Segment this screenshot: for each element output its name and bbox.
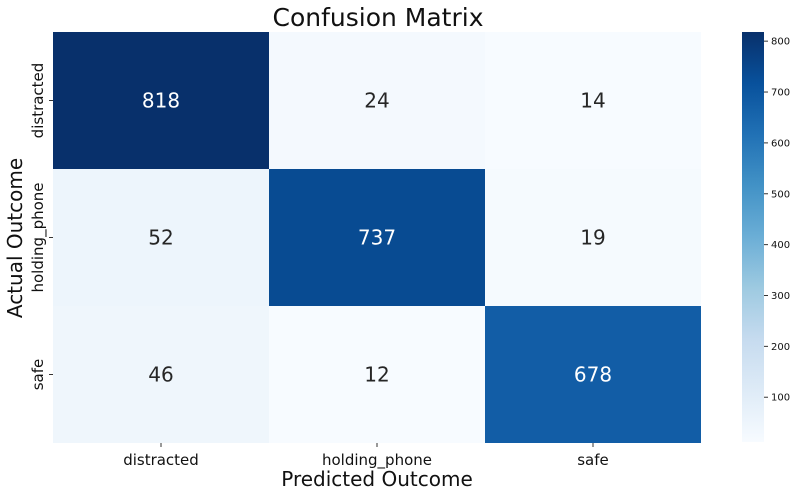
heatmap-cell (269, 306, 485, 443)
heatmap-cell (53, 32, 269, 169)
x-tick-label: holding_phone (322, 451, 432, 470)
colorbar-tick-label: 800 (771, 37, 790, 48)
cell-value-label: 52 (148, 226, 173, 250)
x-tick-label: distracted (123, 451, 199, 469)
cell-value-label: 818 (142, 89, 180, 113)
y-tick-label: distracted (29, 63, 47, 139)
heatmap-cell (485, 306, 701, 443)
heatmap-cell (485, 169, 701, 306)
cell-value-label: 24 (364, 89, 389, 113)
y-tick-label: holding_phone (29, 182, 48, 292)
y-axis-label: Actual Outcome (3, 158, 27, 318)
chart-title: Confusion Matrix (272, 3, 483, 32)
cell-value-label: 678 (574, 363, 612, 387)
colorbar-tick-label: 200 (771, 342, 790, 353)
colorbar-tick-label: 400 (771, 240, 790, 251)
heatmap-cell (53, 169, 269, 306)
x-tick-label: safe (577, 451, 609, 469)
colorbar-tick-label: 100 (771, 393, 790, 404)
cell-value-label: 46 (148, 363, 173, 387)
colorbar-tick-label: 700 (771, 88, 790, 99)
colorbar-tick-label: 300 (771, 291, 790, 302)
x-tick-labels: distracted holding_phone safe (123, 443, 609, 470)
cell-value-label: 14 (580, 89, 605, 113)
y-tick-label: safe (29, 359, 47, 391)
x-axis-label: Predicted Outcome (281, 467, 473, 491)
colorbar-tick-label: 500 (771, 189, 790, 200)
heatmap-cells: 818 24 14 52 737 19 46 12 678 (53, 32, 701, 443)
heatmap-cell (485, 32, 701, 169)
colorbar (742, 32, 764, 442)
heatmap-cell (269, 169, 485, 306)
colorbar-tick-label: 600 (771, 138, 790, 149)
cell-value-label: 12 (364, 363, 389, 387)
cell-value-label: 737 (358, 226, 396, 250)
cell-value-label: 19 (580, 226, 605, 250)
heatmap-cell (269, 32, 485, 169)
heatmap-cell (53, 306, 269, 443)
colorbar-ticks: 100 200 300 400 500 600 700 800 (764, 37, 790, 404)
